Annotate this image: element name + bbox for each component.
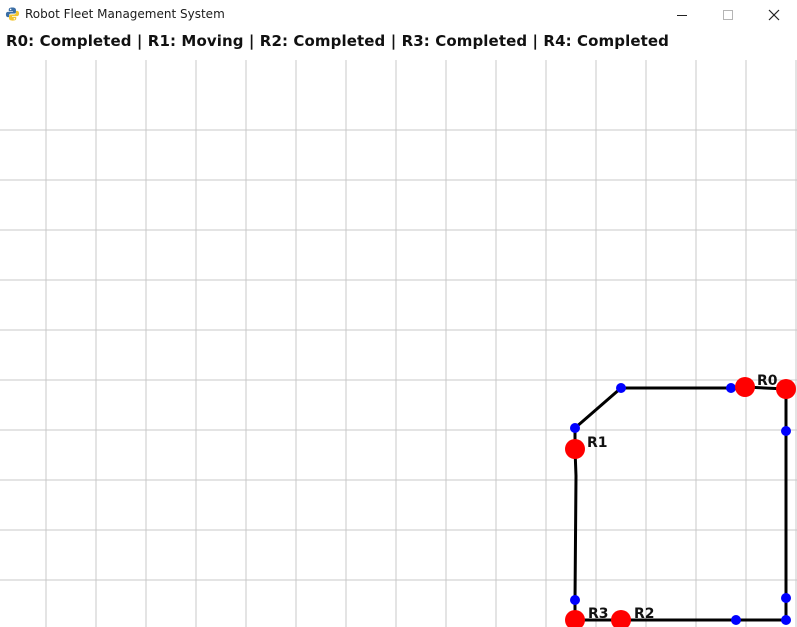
fleet-map: R0 R1 R2 R3 [0, 60, 797, 627]
robot-r1 [565, 439, 585, 459]
path-r1-left [573, 447, 578, 622]
close-icon [768, 9, 780, 21]
waypoint [726, 383, 736, 393]
window-titlebar: Robot Fleet Management System [0, 0, 797, 30]
waypoint [570, 595, 580, 605]
robot-r3 [565, 610, 585, 627]
robot-r2 [611, 610, 631, 627]
robot-label-r3: R3 [588, 606, 609, 622]
python-icon [5, 7, 20, 21]
fleet-status-text: R0: Completed | R1: Moving | R2: Complet… [6, 32, 670, 50]
waypoint [781, 426, 791, 436]
robot-label-r0: R0 [757, 373, 778, 389]
maximize-button[interactable] [705, 0, 751, 30]
maximize-icon [723, 10, 733, 20]
fleet-map-canvas: R0 R1 R2 R3 R0: Completed | R1: Moving |… [0, 30, 797, 627]
robot-label-r2: R2 [634, 606, 655, 622]
waypoint [570, 423, 580, 433]
window-title: Robot Fleet Management System [25, 7, 225, 21]
waypoint [781, 615, 791, 625]
waypoint [616, 383, 626, 393]
minimize-icon [677, 15, 687, 16]
robot-paths [573, 385, 788, 622]
robot-r0 [735, 377, 755, 397]
path-r0 [729, 385, 788, 622]
robot-label-r1: R1 [587, 435, 608, 451]
waypoint [731, 615, 741, 625]
waypoints [570, 383, 791, 625]
path-r1-upper [573, 386, 733, 451]
map-grid [0, 60, 797, 627]
waypoint [781, 593, 791, 603]
robot-r4 [776, 379, 796, 399]
minimize-button[interactable] [659, 0, 705, 30]
close-button[interactable] [751, 0, 797, 30]
robots [565, 377, 796, 627]
